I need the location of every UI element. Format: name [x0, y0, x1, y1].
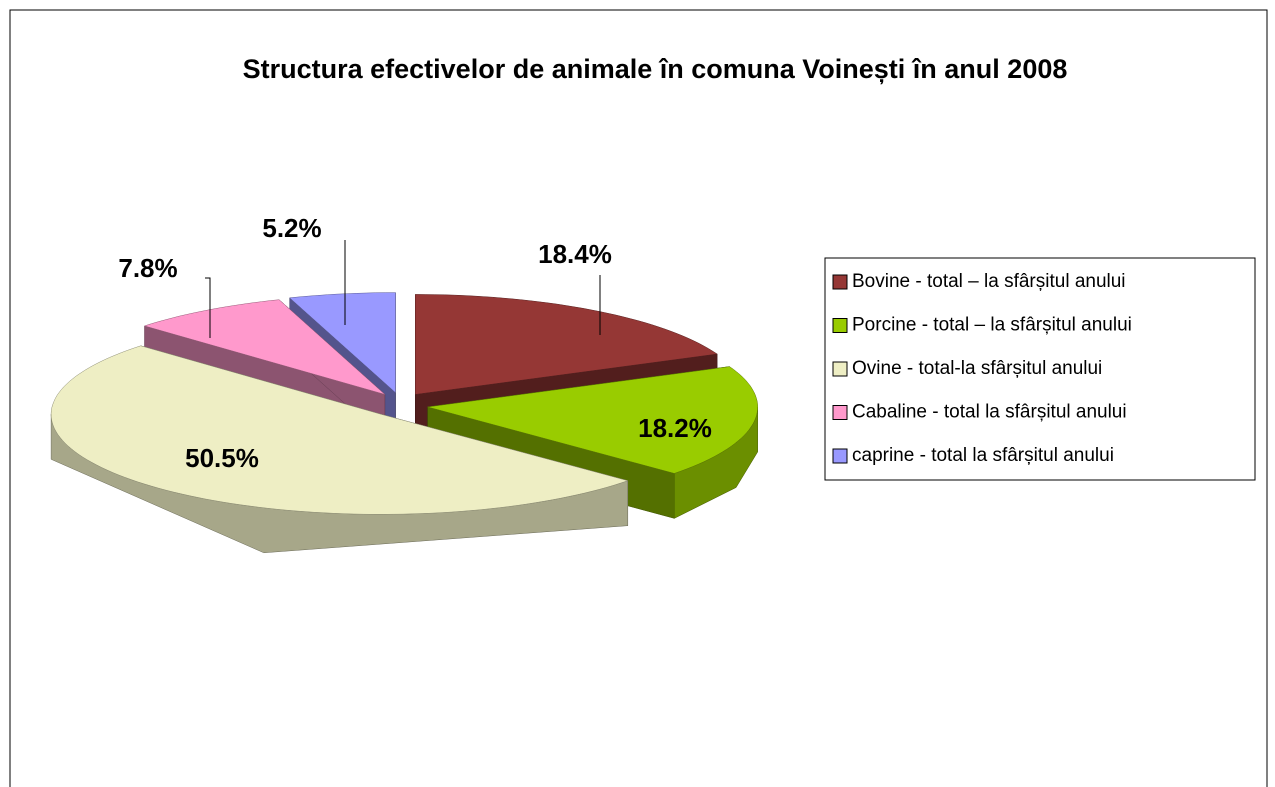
- data-label: 5.2%: [262, 213, 321, 243]
- data-label: 50.5%: [185, 443, 259, 473]
- legend-box: [824, 257, 1256, 481]
- frame: [9, 9, 1268, 787]
- legend-label: Porcine - total – la sfârșitul anului: [852, 315, 1132, 336]
- legend-label: Ovine - total-la sfârșitul anului: [852, 358, 1102, 379]
- legend-swatch: [832, 448, 848, 464]
- slice-top: [289, 292, 396, 394]
- data-label: 18.4%: [538, 239, 612, 269]
- legend-swatch: [832, 318, 848, 333]
- legend-swatch: [832, 274, 848, 290]
- data-label: 7.8%: [118, 253, 177, 283]
- data-label: 18.2%: [638, 413, 712, 443]
- legend-label: Cabaline - total la sfârșitul anului: [852, 402, 1127, 423]
- legend-swatch: [832, 361, 848, 377]
- leader-line: [205, 277, 211, 338]
- chart-title: Structura efectivelor de animale în comu…: [242, 54, 1068, 84]
- slice-top: [415, 294, 718, 395]
- slice-top: [427, 366, 758, 474]
- legend-label: caprine - total la sfârșitul anului: [852, 445, 1114, 466]
- legend-swatch: [832, 405, 848, 420]
- slice-top: [50, 345, 629, 515]
- legend-label: Bovine - total – la sfârșitul anului: [852, 271, 1126, 292]
- slice-top: [143, 299, 386, 395]
